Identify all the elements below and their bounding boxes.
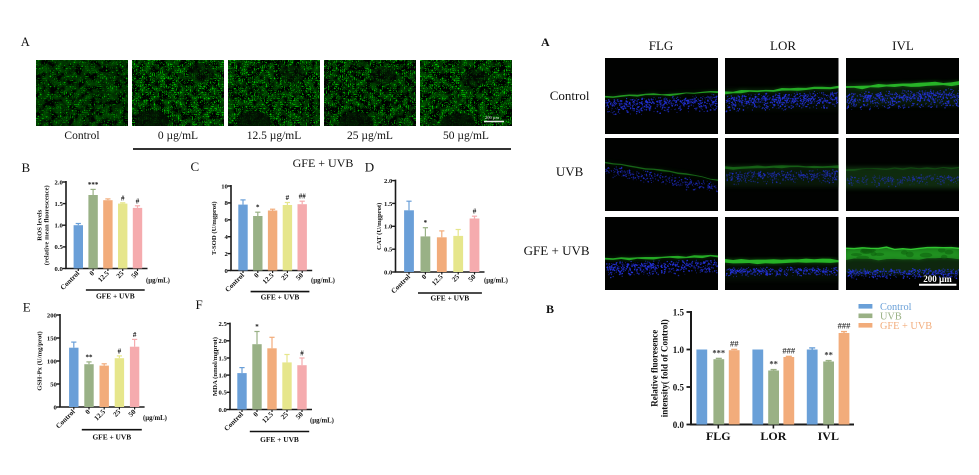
svg-text:1.5: 1.5 <box>384 201 393 208</box>
svg-text:0: 0 <box>253 271 261 279</box>
svg-text:*: * <box>255 323 259 331</box>
svg-text:10: 10 <box>221 183 228 190</box>
svg-text:GFE + UVB: GFE + UVB <box>261 293 300 302</box>
svg-text:(µg/mL): (µg/mL) <box>310 418 334 425</box>
svg-text:GFE + UVB: GFE + UVB <box>260 435 299 444</box>
svg-text:***: *** <box>712 347 725 357</box>
svg-text:4: 4 <box>225 234 229 241</box>
svg-text:25: 25 <box>112 408 123 419</box>
svg-text:50: 50 <box>127 408 138 419</box>
svg-text:#: # <box>473 208 477 216</box>
svg-text:**: ** <box>824 350 833 360</box>
svg-text:B: B <box>22 160 31 175</box>
svg-text:0.0: 0.0 <box>55 266 64 273</box>
svg-text:*: * <box>424 219 428 227</box>
svg-text:6: 6 <box>225 217 229 224</box>
svg-text:1.0: 1.0 <box>384 224 393 231</box>
svg-text:2.0: 2.0 <box>219 338 228 345</box>
svg-text:*: * <box>256 204 260 212</box>
svg-text:0: 0 <box>420 273 428 281</box>
svg-text:(µg/mL): (µg/mL) <box>311 278 335 285</box>
svg-text:(µg/mL): (µg/mL) <box>484 278 508 285</box>
svg-text:***: *** <box>88 181 99 189</box>
svg-text:50: 50 <box>467 273 478 284</box>
svg-text:#: # <box>300 350 304 358</box>
svg-text:25: 25 <box>280 271 291 282</box>
svg-text:**: ** <box>769 359 778 369</box>
svg-text:T-SOD (U/mgprot): T-SOD (U/mgprot) <box>211 201 218 255</box>
svg-text:GFE + UVB: GFE + UVB <box>880 321 932 332</box>
svg-text:0.5: 0.5 <box>384 247 393 254</box>
svg-text:##: ## <box>730 338 739 348</box>
svg-text:GFE + UVB: GFE + UVB <box>96 292 135 301</box>
svg-text:2.0: 2.0 <box>55 179 64 186</box>
svg-text:50: 50 <box>130 269 141 280</box>
svg-text:1.5: 1.5 <box>55 201 64 208</box>
svg-text:0: 0 <box>84 408 92 416</box>
svg-text:0.0: 0.0 <box>219 407 228 414</box>
svg-text:1.5: 1.5 <box>673 308 685 318</box>
svg-text:0.5: 0.5 <box>219 390 228 397</box>
svg-text:GFE + UVB: GFE + UVB <box>431 294 470 303</box>
svg-text:E: E <box>23 300 31 315</box>
svg-text:1.5: 1.5 <box>219 355 228 362</box>
svg-text:50: 50 <box>294 271 305 282</box>
svg-text:200 µm: 200 µm <box>485 115 499 120</box>
svg-text:Relative fluoresence: Relative fluoresence <box>650 330 660 407</box>
svg-text:(µg/mL): (µg/mL) <box>143 415 167 422</box>
svg-text:ROS levels: ROS levels <box>37 209 44 240</box>
svg-text:F: F <box>196 297 203 312</box>
svg-text:0.0: 0.0 <box>673 420 685 430</box>
svg-text:##: ## <box>299 193 307 201</box>
svg-text:D: D <box>365 160 374 175</box>
svg-text:###: ### <box>838 321 852 331</box>
svg-text:LOR: LOR <box>760 429 786 443</box>
svg-text:2.5: 2.5 <box>219 321 228 328</box>
svg-text:**: ** <box>86 353 94 361</box>
svg-text:50: 50 <box>294 410 305 421</box>
svg-text:2: 2 <box>225 251 229 258</box>
svg-text:0.5: 0.5 <box>673 383 685 393</box>
svg-text:0.5: 0.5 <box>55 244 64 251</box>
svg-text:#: # <box>121 194 125 202</box>
svg-text:#: # <box>133 331 137 339</box>
svg-text:GSH-Px (U/mg/prot): GSH-Px (U/mg/prot) <box>37 331 44 391</box>
svg-text:1.0: 1.0 <box>219 372 228 379</box>
svg-text:50: 50 <box>50 381 57 388</box>
svg-text:0.0: 0.0 <box>384 269 393 276</box>
svg-text:(µg/mL): (µg/mL) <box>146 278 170 285</box>
svg-text:FLG: FLG <box>706 429 731 443</box>
svg-text:25: 25 <box>450 273 461 284</box>
svg-text:2.0: 2.0 <box>384 178 393 185</box>
svg-text:8: 8 <box>225 200 229 207</box>
svg-text:#: # <box>286 194 290 202</box>
svg-text:25: 25 <box>115 269 126 280</box>
svg-text:###: ### <box>782 345 796 355</box>
svg-text:1.0: 1.0 <box>673 345 685 355</box>
svg-text:GFE + UVB: GFE + UVB <box>92 433 131 442</box>
svg-text:100: 100 <box>47 358 58 365</box>
svg-text:150: 150 <box>47 335 58 342</box>
svg-text:C: C <box>191 159 200 174</box>
svg-text:0: 0 <box>54 404 58 411</box>
svg-text:0: 0 <box>225 268 229 275</box>
svg-text:#: # <box>136 197 140 205</box>
svg-text:MDA (nmol/mgprot): MDA (nmol/mgprot) <box>212 337 219 396</box>
svg-text:#: # <box>118 347 122 355</box>
svg-text:IVL: IVL <box>818 429 839 443</box>
svg-text:0: 0 <box>88 269 96 277</box>
svg-text:CAT (U/mgprot): CAT (U/mgprot) <box>376 203 383 250</box>
svg-text:(relative mean fluorescence): (relative mean fluorescence) <box>44 185 51 265</box>
svg-text:200: 200 <box>47 312 58 319</box>
svg-text:25: 25 <box>279 410 290 421</box>
svg-text:intensity( fold of Control): intensity( fold of Control) <box>660 319 670 417</box>
svg-text:0: 0 <box>252 410 260 418</box>
svg-text:1.0: 1.0 <box>55 223 64 230</box>
